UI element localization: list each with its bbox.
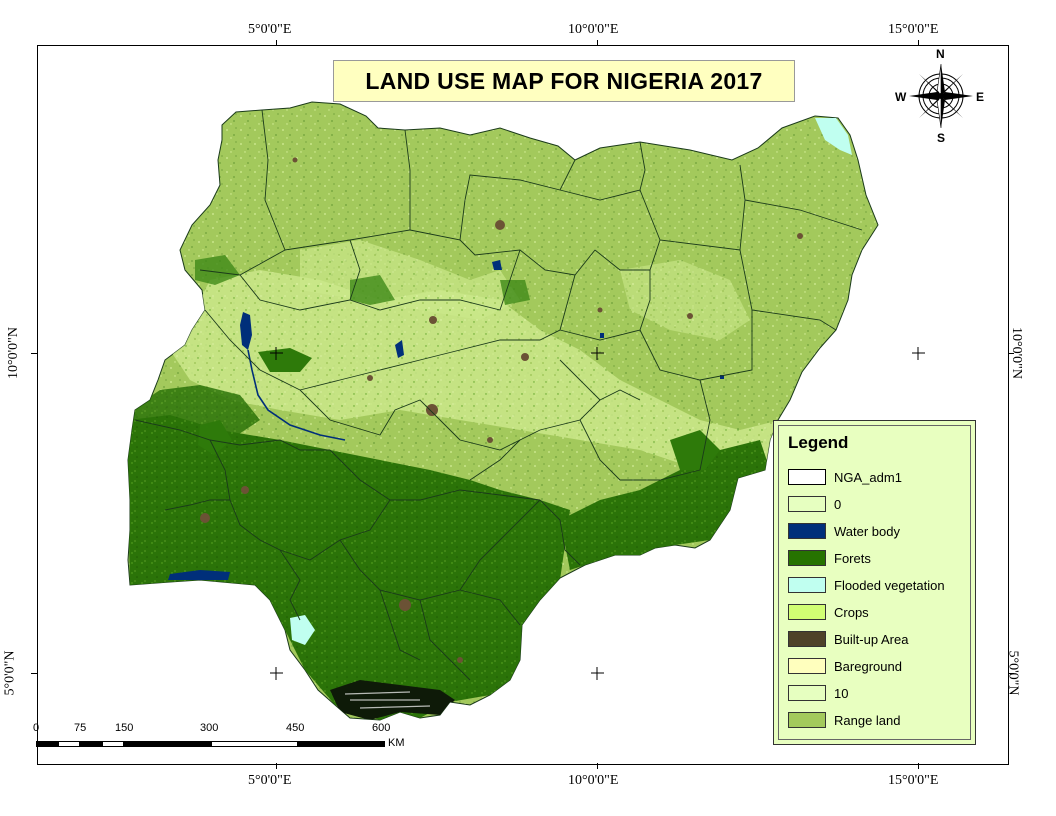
legend-swatch <box>788 469 826 485</box>
legend-label: NGA_adm1 <box>834 469 902 485</box>
legend-swatch <box>788 523 826 539</box>
map-frame-outer <box>37 45 1009 765</box>
legend-swatch <box>788 631 826 647</box>
tick-bottom <box>918 763 919 769</box>
forest-patch-mid <box>198 420 232 455</box>
crops-zone-northeast <box>620 260 750 340</box>
map-title-box: LAND USE MAP FOR NIGERIA 2017 <box>333 60 795 102</box>
scale-segment <box>102 741 124 747</box>
scale-tick-label: 0 <box>33 722 40 734</box>
legend-item: NGA_adm1 <box>788 468 902 486</box>
legend-swatch <box>788 685 826 701</box>
legend-item: Water body <box>788 522 900 540</box>
scale-tick-label: 150 <box>115 722 134 734</box>
flooded-vegetation-lagos <box>290 615 315 645</box>
coord-bottom-5e: 5°0'0"E <box>248 773 292 788</box>
forest-zone-southeast <box>560 440 770 570</box>
compass-east: E <box>976 90 985 104</box>
legend-item: Bareground <box>788 657 902 675</box>
flooded-vegetation-chad <box>815 118 852 155</box>
tick-bottom <box>276 763 277 769</box>
scale-segment <box>298 741 385 747</box>
scale-segment <box>124 741 211 747</box>
state-boundaries <box>134 109 863 681</box>
water-body-jebba <box>395 340 404 358</box>
legend-label: Water body <box>834 523 900 539</box>
scale-tick-label: 600 <box>372 722 391 734</box>
tick-right <box>1008 353 1014 354</box>
legend-swatch <box>788 712 826 728</box>
legend-item: Flooded vegetation <box>788 576 945 594</box>
forest-patch-northwest <box>195 255 240 285</box>
forest-patch-kainji <box>258 348 312 372</box>
legend-item: Built-up Area <box>788 630 908 648</box>
legend-swatch <box>788 658 826 674</box>
builtup-areas <box>200 157 803 663</box>
legend-label: Range land <box>834 712 901 728</box>
compass-west: W <box>895 90 907 104</box>
legend-swatch <box>788 604 826 620</box>
legend-item: 0 <box>788 495 841 513</box>
coord-top-15e: 15°0'0"E <box>888 22 939 37</box>
map-legend: Legend NGA_adm1 0 Water body Forets Flooded … <box>773 420 976 745</box>
coord-bottom-10e: 10°0'0"E <box>568 773 619 788</box>
map-title: LAND USE MAP FOR NIGERIA 2017 <box>365 67 763 94</box>
legend-label: 10 <box>834 685 849 701</box>
legend-label: Crops <box>834 604 869 620</box>
crops-zone-north <box>300 240 520 320</box>
scale-unit: KM <box>388 737 405 749</box>
legend-title: Legend <box>788 433 849 452</box>
scale-tick-label: 450 <box>286 722 305 734</box>
water-body-north <box>492 260 502 270</box>
legend-label: Bareground <box>834 658 902 674</box>
legend-swatch <box>788 550 826 566</box>
scale-segment <box>211 741 298 747</box>
tick-bottom <box>597 763 598 769</box>
compass-south: S <box>937 131 946 145</box>
tick-right <box>1008 673 1014 674</box>
coord-top-10e: 10°0'0"E <box>568 22 619 37</box>
tick-top <box>918 40 919 46</box>
graticule-crosses <box>270 347 925 680</box>
forest-patch-east <box>670 430 720 470</box>
legend-item: 10 <box>788 684 848 702</box>
compass-rose-icon: N S W E <box>895 47 986 145</box>
forest-zone-southwest <box>128 415 570 720</box>
water-body-kainji <box>240 312 252 350</box>
legend-label: 0 <box>834 496 842 512</box>
legend-item: Range land <box>788 711 901 729</box>
legend-label: Forets <box>834 550 871 566</box>
compass-north: N <box>936 47 945 61</box>
legend-label: Built-up Area <box>834 631 909 647</box>
scale-bar: 0 75 150 300 450 600 KM <box>33 722 436 752</box>
legend-swatch <box>788 577 826 593</box>
tick-top <box>276 40 277 46</box>
legend-item: Forets <box>788 549 871 567</box>
tick-top <box>597 40 598 46</box>
tick-left <box>31 673 37 674</box>
crops-zone-central <box>170 270 790 470</box>
water-body-lagos-lagoon <box>168 570 230 580</box>
legend-item: Crops <box>788 603 869 621</box>
legend-swatch <box>788 496 826 512</box>
forest-patch-north2 <box>350 275 395 305</box>
scale-tick-label: 300 <box>200 722 219 734</box>
coord-top-5e: 5°0'0"E <box>248 22 292 37</box>
scale-segment <box>80 741 102 747</box>
scale-tick-label: 75 <box>74 722 87 734</box>
scale-segment <box>58 741 80 747</box>
coord-bottom-15e: 15°0'0"E <box>888 773 939 788</box>
compass-rose-svg <box>909 63 973 129</box>
tick-left <box>31 353 37 354</box>
scale-segment <box>36 741 58 747</box>
delta-white-streaks <box>344 691 431 709</box>
legend-label: Flooded vegetation <box>834 577 945 593</box>
water-body-river <box>247 349 346 441</box>
legend-inner-border <box>778 425 971 740</box>
